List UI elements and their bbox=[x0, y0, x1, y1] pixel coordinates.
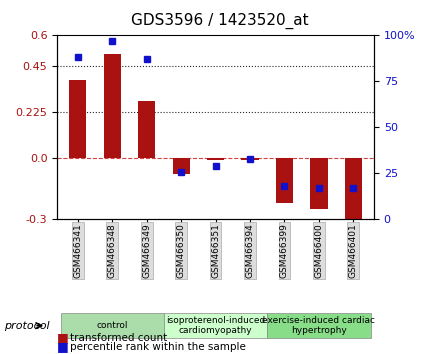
Text: GSM466350: GSM466350 bbox=[177, 223, 186, 278]
Text: GSM466341: GSM466341 bbox=[73, 223, 82, 278]
Text: transformed count: transformed count bbox=[70, 333, 168, 343]
Bar bbox=[242, 158, 259, 160]
Bar bbox=[69, 80, 87, 158]
Text: GSM466348: GSM466348 bbox=[108, 223, 117, 278]
Bar bbox=[138, 101, 155, 158]
Text: GSM466401: GSM466401 bbox=[349, 223, 358, 278]
Bar bbox=[310, 158, 327, 209]
Text: percentile rank within the sample: percentile rank within the sample bbox=[70, 342, 246, 352]
Text: exercise-induced cardiac
hypertrophy: exercise-induced cardiac hypertrophy bbox=[262, 316, 375, 335]
Text: ■: ■ bbox=[57, 341, 69, 353]
Text: ■: ■ bbox=[57, 331, 69, 344]
Text: GSM466349: GSM466349 bbox=[142, 223, 151, 278]
Text: GDS3596 / 1423520_at: GDS3596 / 1423520_at bbox=[131, 12, 309, 29]
Text: GSM466400: GSM466400 bbox=[315, 223, 323, 278]
Bar bbox=[172, 158, 190, 175]
Bar bbox=[345, 158, 362, 225]
Text: GSM466394: GSM466394 bbox=[246, 223, 254, 278]
Text: control: control bbox=[96, 321, 128, 330]
Text: GSM466351: GSM466351 bbox=[211, 223, 220, 278]
Text: protocol: protocol bbox=[4, 321, 50, 331]
Bar bbox=[276, 158, 293, 203]
Bar bbox=[104, 54, 121, 158]
Bar bbox=[207, 158, 224, 160]
Text: isoproterenol-induced
cardiomyopathy: isoproterenol-induced cardiomyopathy bbox=[166, 316, 265, 335]
Text: GSM466399: GSM466399 bbox=[280, 223, 289, 278]
